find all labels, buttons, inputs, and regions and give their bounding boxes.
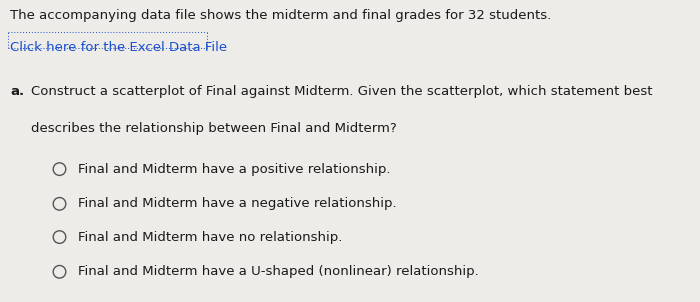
Text: Construct a scatterplot of Final against Midterm. Given the scatterplot, which s: Construct a scatterplot of Final against… [31, 85, 652, 98]
Text: The accompanying data file shows the midterm and final grades for 32 students.: The accompanying data file shows the mid… [10, 9, 552, 22]
Text: Final and Midterm have a U-shaped (nonlinear) relationship.: Final and Midterm have a U-shaped (nonli… [78, 265, 479, 278]
Text: Final and Midterm have a negative relationship.: Final and Midterm have a negative relati… [78, 197, 397, 210]
Text: a.: a. [10, 85, 25, 98]
Text: describes the relationship between Final and Midterm?: describes the relationship between Final… [31, 122, 396, 135]
Text: Final and Midterm have a positive relationship.: Final and Midterm have a positive relati… [78, 162, 391, 176]
Text: Click here for the Excel Data File: Click here for the Excel Data File [10, 41, 228, 54]
Text: Final and Midterm have no relationship.: Final and Midterm have no relationship. [78, 230, 343, 244]
